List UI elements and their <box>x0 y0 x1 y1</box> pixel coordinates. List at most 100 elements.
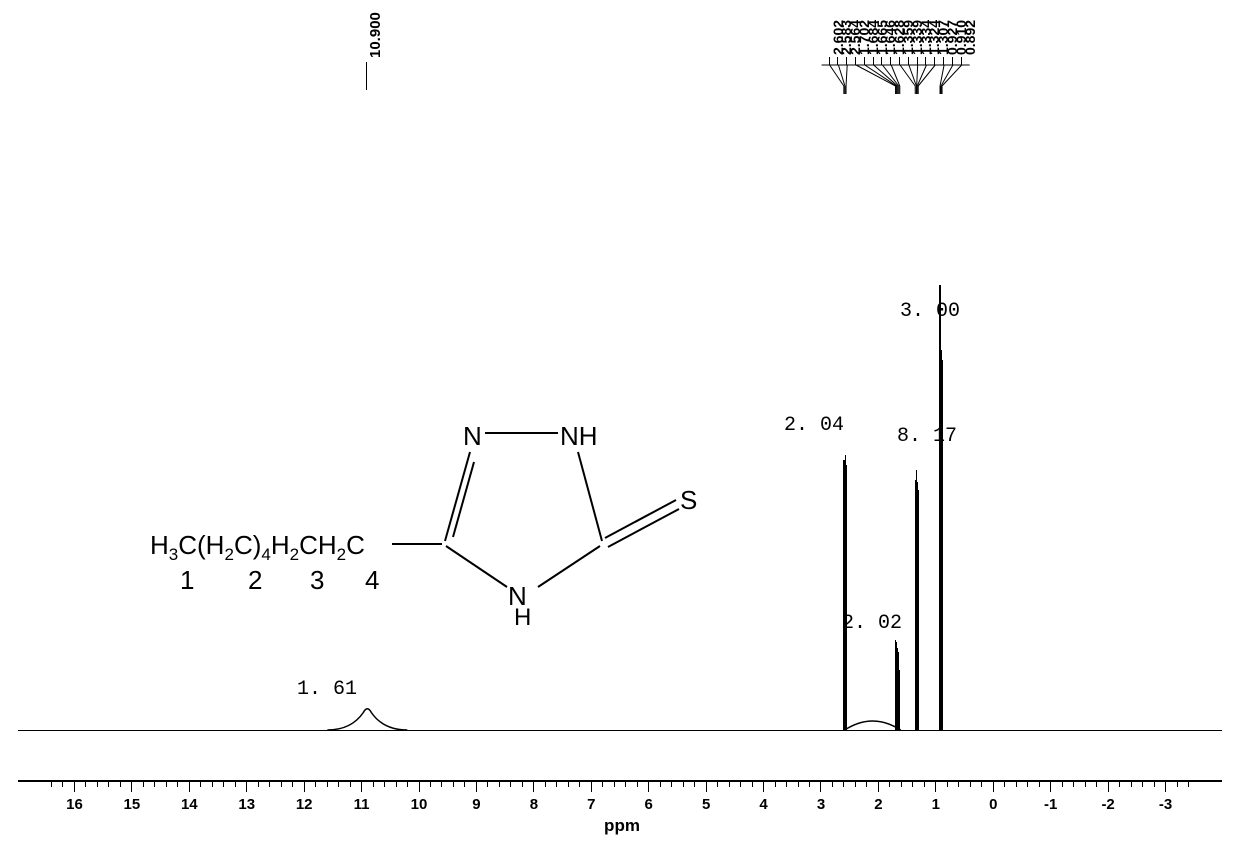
tick-label: 14 <box>181 796 198 813</box>
tick-minor <box>338 780 339 787</box>
tick-minor <box>1016 780 1017 787</box>
tick-minor <box>660 780 661 787</box>
label-pointer <box>846 57 847 65</box>
molecule-position-2: 2 <box>248 565 262 596</box>
tick-minor <box>1119 780 1120 787</box>
tick-minor <box>1188 780 1189 787</box>
tick-minor <box>51 780 52 787</box>
tick-label: 2 <box>874 796 882 813</box>
tick-label: 16 <box>66 796 83 813</box>
tick-minor <box>947 780 948 787</box>
tick-minor <box>694 780 695 787</box>
tick-major <box>304 780 305 792</box>
tick-minor <box>843 780 844 787</box>
integration-label: 2. 04 <box>784 414 844 437</box>
label-pointer <box>934 57 935 65</box>
tick-major <box>189 780 190 792</box>
peak <box>918 490 919 730</box>
tick-major <box>131 780 132 792</box>
tick-minor <box>258 780 259 787</box>
tick-minor <box>729 780 730 787</box>
tick-minor <box>212 780 213 787</box>
label-pointer <box>908 57 909 65</box>
tick-minor <box>97 780 98 787</box>
tick-minor <box>832 780 833 787</box>
tick-minor <box>1004 780 1005 787</box>
tick-major <box>763 780 764 792</box>
tick-minor <box>453 780 454 787</box>
integration-label: 3. 00 <box>900 300 960 323</box>
tick-major <box>1165 780 1166 792</box>
tick-minor <box>292 780 293 787</box>
label-pointer <box>899 57 900 65</box>
label-connectors <box>0 0 1240 100</box>
tick-minor <box>396 780 397 787</box>
tick-label: 3 <box>817 796 825 813</box>
atom-H-bottom: H <box>514 604 531 625</box>
formula-part: H <box>271 530 290 560</box>
tick-label: -2 <box>1101 796 1114 813</box>
tick-label: 5 <box>702 796 710 813</box>
tick-minor <box>1039 780 1040 787</box>
integration-label: 8. 17 <box>897 425 957 448</box>
tick-minor <box>1027 780 1028 787</box>
tick-minor <box>499 780 500 787</box>
integration-label: 1. 61 <box>297 678 357 701</box>
tick-label: 10 <box>411 796 428 813</box>
label-pointer <box>917 57 918 65</box>
tick-major <box>419 780 420 792</box>
tick-label: 1 <box>932 796 940 813</box>
formula-part: H <box>150 530 169 560</box>
formula-sub: 4 <box>261 545 270 564</box>
tick-minor <box>912 780 913 787</box>
x-axis <box>18 780 1222 782</box>
tick-minor <box>464 780 465 787</box>
tick-label: 15 <box>124 796 141 813</box>
label-pointer <box>925 57 926 65</box>
tick-minor <box>889 780 890 787</box>
tick-minor <box>901 780 902 787</box>
tick-minor <box>522 780 523 787</box>
tick-minor <box>958 780 959 787</box>
molecule-structure: H3C(H2C)4H2CH2C 1 2 3 4 N NH <box>130 415 730 635</box>
tick-minor <box>981 780 982 787</box>
tick-major <box>476 780 477 792</box>
tick-minor <box>1142 780 1143 787</box>
label-pointer <box>864 57 865 65</box>
tick-minor <box>752 780 753 787</box>
label-pointer <box>961 57 962 65</box>
tick-major <box>533 780 534 792</box>
molecule-position-3: 3 <box>310 565 324 596</box>
tick-label: 12 <box>296 796 313 813</box>
tick-minor <box>373 780 374 787</box>
label-pointer <box>873 57 874 65</box>
tick-minor <box>62 780 63 787</box>
tick-minor <box>625 780 626 787</box>
tick-minor <box>177 780 178 787</box>
label-pointer <box>952 57 953 65</box>
x-axis-label: ppm <box>604 816 640 836</box>
tick-minor <box>614 780 615 787</box>
atom-N: N <box>463 421 482 451</box>
tick-minor <box>1062 780 1063 787</box>
tick-minor <box>740 780 741 787</box>
tick-minor <box>545 780 546 787</box>
peak <box>942 360 943 730</box>
tick-minor <box>637 780 638 787</box>
formula-sub: 2 <box>337 545 346 564</box>
tick-minor <box>269 780 270 787</box>
peak <box>899 670 900 730</box>
tick-label: 8 <box>530 796 538 813</box>
tick-minor <box>1096 780 1097 787</box>
tick-label: 11 <box>354 796 370 813</box>
tick-major <box>74 780 75 792</box>
tick-minor <box>108 780 109 787</box>
tick-minor <box>510 780 511 787</box>
tick-major <box>1108 780 1109 792</box>
tick-minor <box>1131 780 1132 787</box>
label-pointer <box>855 57 856 65</box>
tick-minor <box>775 780 776 787</box>
tick-minor <box>798 780 799 787</box>
molecule-formula: H3C(H2C)4H2CH2C <box>150 530 365 565</box>
tick-minor <box>683 780 684 787</box>
